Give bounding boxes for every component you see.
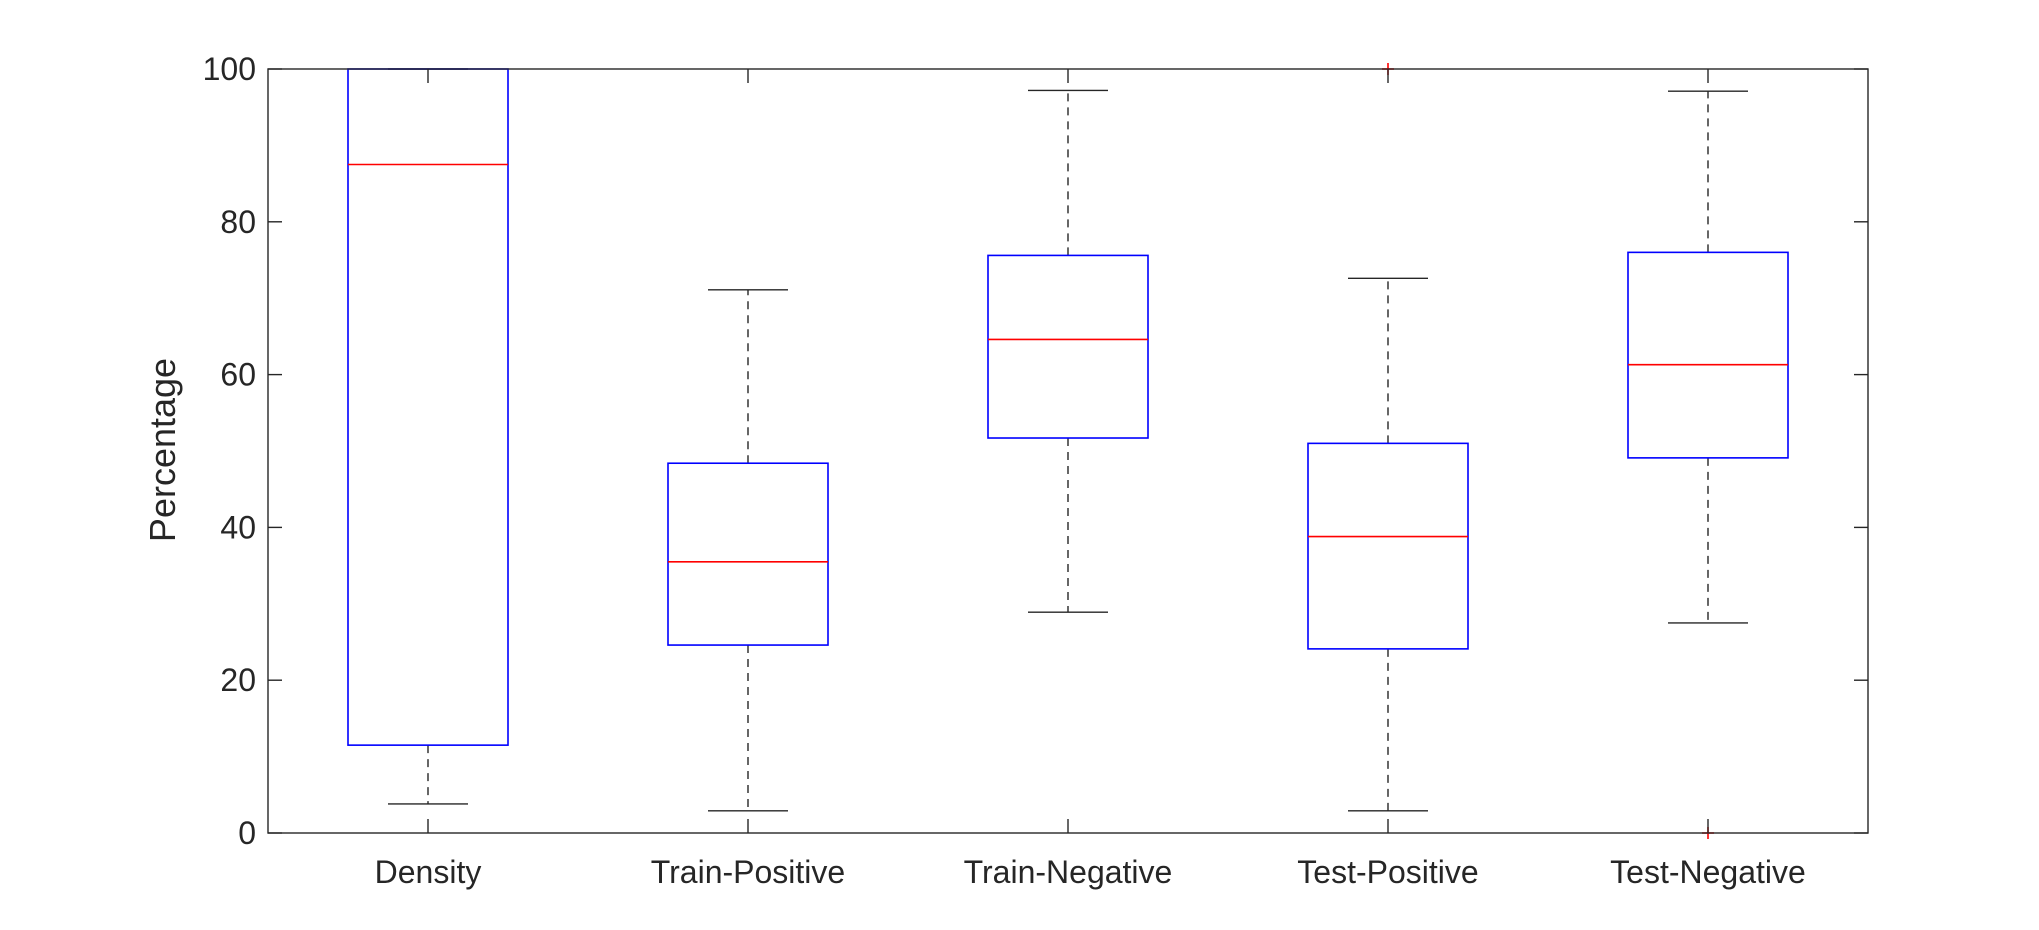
box-group-train-negative [987,89,1149,613]
box-group-test-negative [1627,90,1789,839]
x-tick-label: Train-Positive [651,854,845,890]
box-group-density [347,68,509,805]
x-tick-label: Train-Negative [964,854,1173,890]
box-iqr [1307,442,1469,650]
x-tick-label: Test-Positive [1297,854,1478,890]
y-tick-label: 40 [220,509,256,545]
y-tick-label: 80 [220,204,256,240]
box-iqr [1627,251,1789,459]
y-axis-title: Percentage [142,358,183,542]
box-group-train-positive [667,289,829,812]
x-tick-label: Density [375,854,482,890]
boxes-layer [347,63,1789,839]
x-tick-label: Test-Negative [1610,854,1806,890]
y-tick-label: 0 [238,815,256,851]
y-tick-label: 60 [220,357,256,393]
y-tick-label: 20 [220,662,256,698]
y-tick-label: 100 [203,51,256,87]
box-group-test-positive [1307,63,1469,812]
box-iqr [987,254,1149,439]
box-iqr [347,68,509,746]
box-iqr [667,462,829,646]
axes-layer [267,68,1869,834]
labels-layer: Percentage 0 20 40 60 80 100 Density Train-Posi… [142,51,1806,890]
